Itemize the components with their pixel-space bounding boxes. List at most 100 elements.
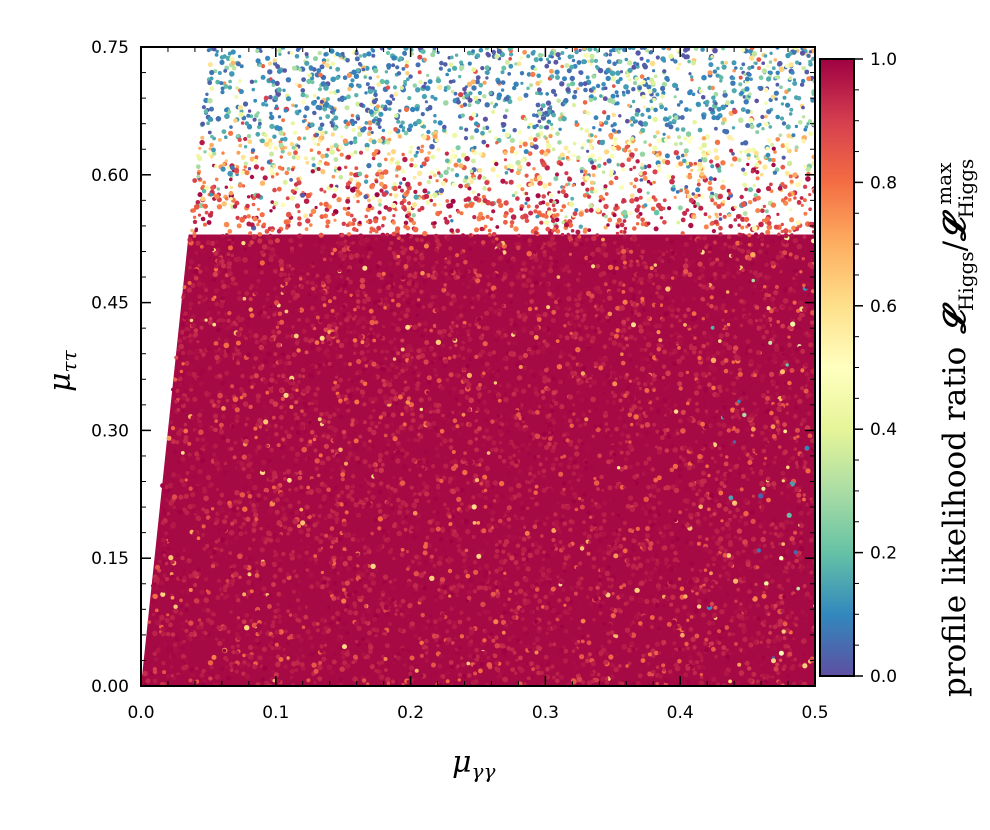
scatter-point	[223, 84, 229, 89]
scatter-point	[669, 323, 674, 328]
scatter-point	[504, 171, 509, 175]
scatter-point	[579, 308, 584, 313]
scatter-point	[638, 328, 644, 334]
scatter-point	[580, 181, 585, 186]
scatter-point	[731, 381, 736, 387]
scatter-point	[242, 592, 247, 597]
scatter-point	[809, 268, 814, 273]
scatter-point	[246, 195, 251, 199]
scatter-point	[693, 336, 697, 340]
scatter-point	[589, 180, 595, 185]
scatter-point	[738, 367, 742, 372]
scatter-point	[668, 646, 672, 650]
scatter-point	[717, 629, 722, 634]
scatter-point	[806, 411, 812, 416]
scatter-point	[770, 296, 776, 302]
scatter-point	[395, 232, 400, 238]
scatter-point	[668, 124, 674, 130]
scatter-point	[770, 142, 774, 147]
scatter-point	[333, 307, 339, 313]
scatter-point	[770, 541, 774, 546]
scatter-point	[446, 236, 451, 241]
scatter-point	[631, 322, 636, 328]
scatter-point	[582, 520, 586, 525]
scatter-point	[691, 486, 696, 491]
scatter-point	[517, 469, 522, 474]
scatter-point	[410, 106, 416, 113]
scatter-point	[723, 242, 728, 247]
scatter-point	[737, 456, 741, 461]
scatter-point	[562, 658, 569, 664]
scatter-point	[207, 632, 212, 637]
scatter-point	[304, 350, 309, 355]
scatter-point	[467, 504, 473, 510]
scatter-point	[342, 75, 348, 80]
scatter-point	[337, 645, 342, 650]
scatter-point	[574, 120, 578, 124]
scatter-point	[665, 384, 672, 390]
scatter-point	[779, 600, 785, 605]
scatter-point	[234, 669, 239, 674]
scatter-point	[362, 265, 368, 271]
scatter-point	[302, 561, 307, 566]
scatter-point	[323, 467, 329, 473]
scatter-point	[415, 329, 419, 333]
scatter-point	[725, 455, 729, 459]
scatter-point	[678, 510, 682, 515]
scatter-point	[635, 376, 640, 381]
scatter-point	[606, 261, 611, 266]
scatter-point	[409, 406, 415, 412]
scatter-point	[765, 279, 770, 283]
scatter-point	[739, 602, 743, 606]
scatter-point	[214, 562, 219, 567]
scatter-point	[352, 552, 357, 558]
scatter-point	[796, 243, 803, 250]
scatter-point	[367, 88, 374, 95]
scatter-point	[210, 378, 216, 384]
scatter-point	[780, 363, 784, 368]
scatter-point	[798, 120, 803, 125]
scatter-point	[770, 579, 775, 584]
scatter-point	[386, 65, 391, 70]
scatter-point	[716, 204, 722, 209]
scatter-point	[353, 501, 359, 508]
scatter-point	[199, 672, 205, 678]
scatter-point	[459, 211, 464, 216]
scatter-point	[653, 519, 658, 524]
scatter-point	[184, 389, 188, 394]
scatter-point	[562, 415, 567, 420]
scatter-point	[426, 499, 431, 504]
scatter-point	[409, 485, 414, 490]
scatter-point	[618, 664, 622, 668]
scatter-point	[316, 473, 321, 478]
scatter-point	[522, 352, 529, 359]
scatter-point	[251, 521, 257, 527]
scatter-point	[507, 72, 512, 76]
scatter-point	[344, 317, 350, 323]
scatter-point	[388, 339, 394, 345]
scatter-point	[415, 150, 419, 155]
scatter-point	[618, 609, 623, 614]
scatter-point	[417, 636, 422, 641]
scatter-point	[556, 575, 560, 579]
scatter-point	[597, 329, 602, 335]
scatter-point	[509, 460, 515, 466]
scatter-point	[306, 527, 311, 533]
scatter-point	[627, 443, 634, 450]
scatter-point	[412, 591, 417, 596]
scatter-point	[392, 281, 396, 285]
scatter-point	[637, 256, 642, 261]
scatter-point	[288, 393, 295, 400]
scatter-point	[792, 78, 797, 82]
scatter-point	[152, 598, 157, 603]
scatter-point	[320, 295, 327, 302]
scatter-point	[537, 52, 543, 58]
scatter-point	[216, 204, 223, 210]
scatter-point	[597, 163, 602, 168]
scatter-point	[208, 147, 212, 151]
scatter-point	[659, 590, 663, 594]
scatter-point	[276, 678, 281, 683]
scatter-point	[405, 293, 410, 298]
scatter-point	[414, 386, 420, 392]
scatter-point	[402, 663, 407, 668]
